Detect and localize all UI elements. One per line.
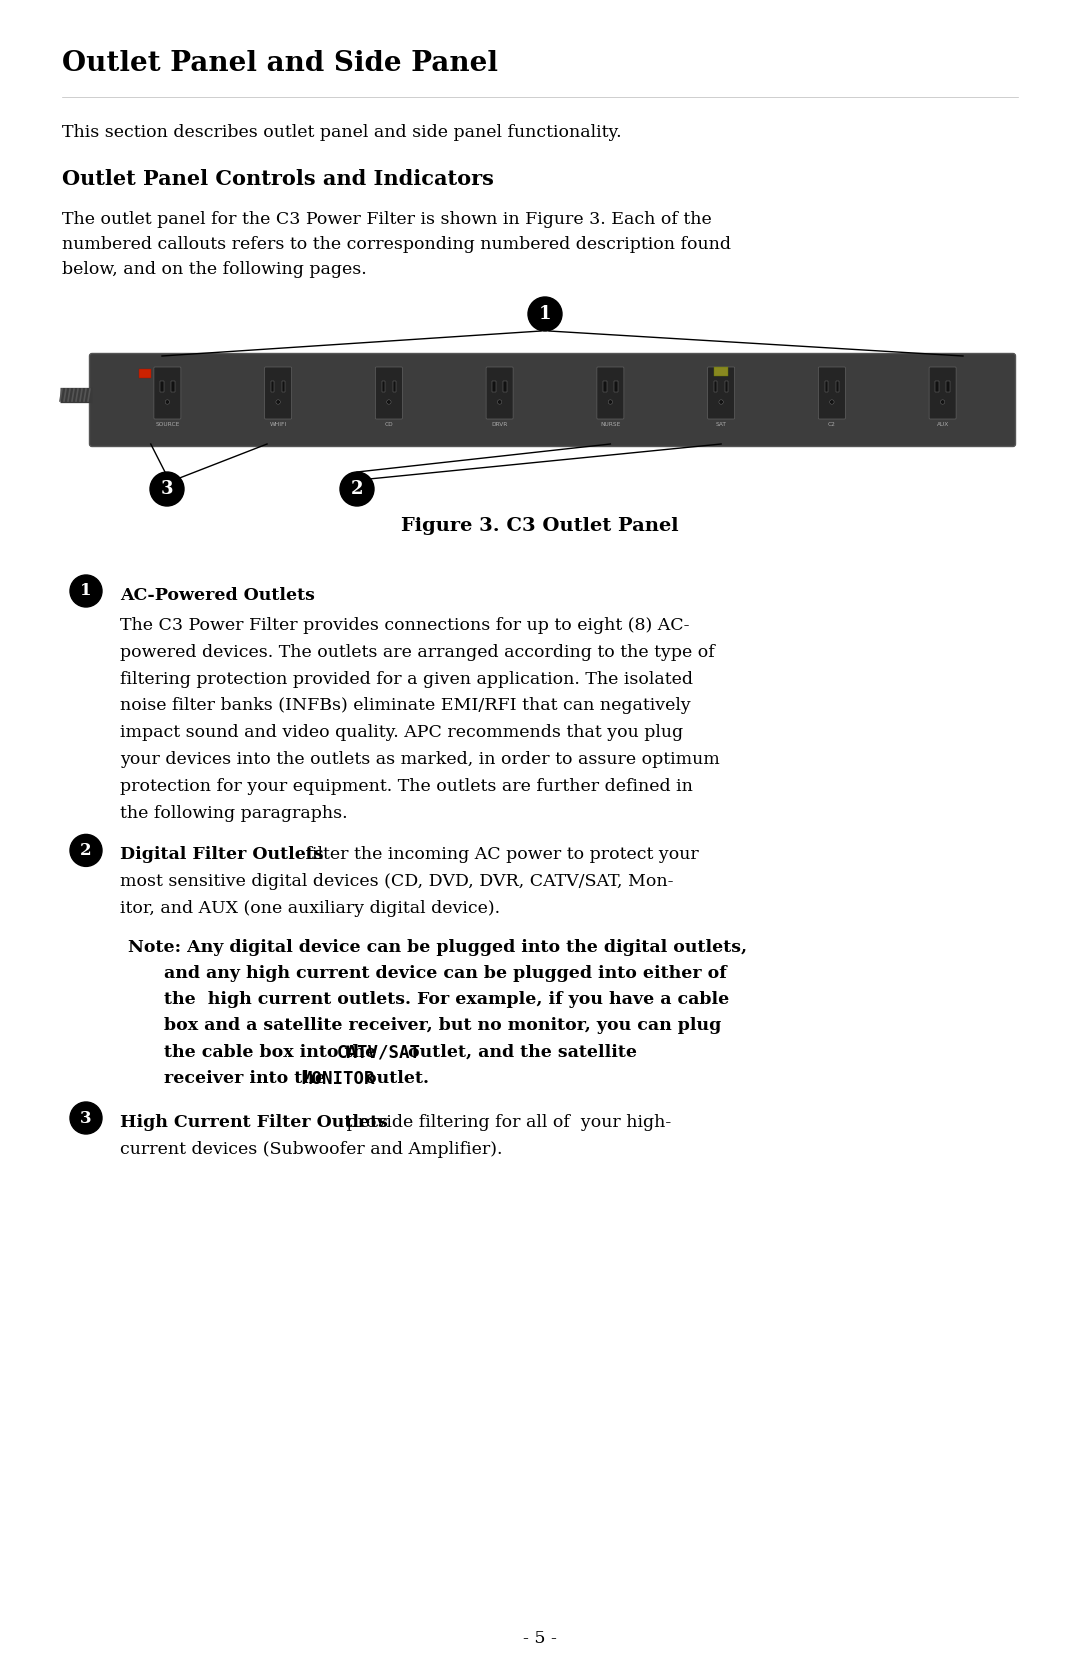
Text: NURSE: NURSE (600, 422, 621, 427)
Text: Outlet Panel Controls and Indicators: Outlet Panel Controls and Indicators (62, 169, 494, 189)
Bar (393, 381, 396, 392)
Bar (615, 381, 618, 392)
Text: 1: 1 (539, 305, 551, 324)
Text: 3: 3 (80, 1110, 92, 1127)
Bar (492, 381, 496, 392)
Circle shape (150, 472, 184, 506)
Text: filter the incoming AC power to protect your: filter the incoming AC power to protect … (300, 846, 699, 863)
Circle shape (941, 401, 945, 404)
Text: CATV/SAT: CATV/SAT (337, 1043, 421, 1061)
Text: AC-Powered Outlets: AC-Powered Outlets (120, 587, 315, 604)
Bar (935, 381, 939, 392)
Text: High Current Filter Outlets: High Current Filter Outlets (120, 1113, 388, 1132)
Circle shape (719, 401, 724, 404)
Circle shape (165, 401, 170, 404)
Circle shape (829, 401, 834, 404)
Circle shape (387, 401, 391, 404)
Text: Note: Any digital device can be plugged into the digital outlets,: Note: Any digital device can be plugged … (129, 938, 747, 956)
Text: the  high current outlets. For example, if you have a cable: the high current outlets. For example, i… (129, 991, 729, 1008)
Text: CD: CD (384, 422, 393, 427)
Text: The outlet panel for the C3 Power Filter is shown in Figure 3. Each of the
numbe: The outlet panel for the C3 Power Filter… (62, 210, 731, 277)
Text: 1: 1 (80, 582, 92, 599)
Circle shape (498, 401, 502, 404)
Circle shape (608, 401, 612, 404)
Text: - 5 -: - 5 - (523, 1631, 557, 1647)
Text: box and a satellite receiver, but no monitor, you can plug: box and a satellite receiver, but no mon… (129, 1018, 721, 1035)
Circle shape (340, 472, 374, 506)
Text: 2: 2 (351, 481, 363, 497)
Bar (825, 381, 828, 392)
Text: current devices (Subwoofer and Amplifier).: current devices (Subwoofer and Amplifier… (120, 1142, 502, 1158)
Bar (271, 381, 274, 392)
FancyBboxPatch shape (929, 367, 956, 419)
Bar (714, 381, 717, 392)
Bar (171, 381, 175, 392)
Bar (603, 381, 607, 392)
Circle shape (528, 297, 562, 330)
Bar (503, 381, 507, 392)
Text: receiver into the: receiver into the (129, 1070, 332, 1087)
Text: powered devices. The outlets are arranged according to the type of: powered devices. The outlets are arrange… (120, 644, 715, 661)
Text: outlet.: outlet. (359, 1070, 429, 1087)
Text: The C3 Power Filter provides connections for up to eight (8) AC-: The C3 Power Filter provides connections… (120, 618, 689, 634)
Text: Outlet Panel and Side Panel: Outlet Panel and Side Panel (62, 50, 498, 77)
Text: the cable box into the: the cable box into the (129, 1043, 382, 1060)
FancyBboxPatch shape (597, 367, 624, 419)
Bar (160, 381, 164, 392)
Bar (282, 381, 285, 392)
Bar (946, 381, 950, 392)
Text: WHIFI: WHIFI (270, 422, 286, 427)
FancyBboxPatch shape (90, 354, 1015, 447)
Bar (381, 381, 386, 392)
Circle shape (275, 401, 281, 404)
Text: Figure 3. C3 Outlet Panel: Figure 3. C3 Outlet Panel (401, 517, 679, 536)
FancyBboxPatch shape (707, 367, 734, 419)
Text: 3: 3 (161, 481, 173, 497)
Text: itor, and AUX (one auxiliary digital device).: itor, and AUX (one auxiliary digital dev… (120, 900, 500, 916)
Text: C2: C2 (828, 422, 836, 427)
Circle shape (70, 834, 102, 866)
Text: DRVR: DRVR (491, 422, 508, 427)
Text: MONITOR: MONITOR (301, 1070, 375, 1088)
Bar (725, 381, 728, 392)
Circle shape (70, 576, 102, 608)
Circle shape (70, 1102, 102, 1133)
Bar (836, 381, 839, 392)
Text: This section describes outlet panel and side panel functionality.: This section describes outlet panel and … (62, 124, 622, 140)
Text: provide filtering for all of  your high-: provide filtering for all of your high- (341, 1113, 672, 1132)
Text: your devices into the outlets as marked, in order to assure optimum: your devices into the outlets as marked,… (120, 751, 719, 768)
Text: outlet, and the satellite: outlet, and the satellite (403, 1043, 637, 1060)
FancyBboxPatch shape (265, 367, 292, 419)
Text: and any high current device can be plugged into either of: and any high current device can be plugg… (129, 965, 727, 981)
FancyBboxPatch shape (819, 367, 846, 419)
Bar (714, 367, 728, 376)
Text: noise filter banks (INFBs) eliminate EMI/RFI that can negatively: noise filter banks (INFBs) eliminate EMI… (120, 698, 691, 714)
Text: Digital Filter Outlets: Digital Filter Outlets (120, 846, 324, 863)
Text: 2: 2 (80, 841, 92, 860)
Text: most sensitive digital devices (CD, DVD, DVR, CATV/SAT, Mon-: most sensitive digital devices (CD, DVD,… (120, 873, 674, 890)
FancyBboxPatch shape (153, 367, 180, 419)
Text: SAT: SAT (716, 422, 727, 427)
FancyBboxPatch shape (376, 367, 403, 419)
Text: the following paragraphs.: the following paragraphs. (120, 804, 348, 821)
Text: impact sound and video quality. APC recommends that you plug: impact sound and video quality. APC reco… (120, 724, 684, 741)
Text: AUX: AUX (936, 422, 948, 427)
Text: protection for your equipment. The outlets are further defined in: protection for your equipment. The outle… (120, 778, 693, 794)
FancyBboxPatch shape (486, 367, 513, 419)
Text: SOURCE: SOURCE (156, 422, 179, 427)
Text: filtering protection provided for a given application. The isolated: filtering protection provided for a give… (120, 671, 693, 688)
Bar (139, 369, 151, 377)
